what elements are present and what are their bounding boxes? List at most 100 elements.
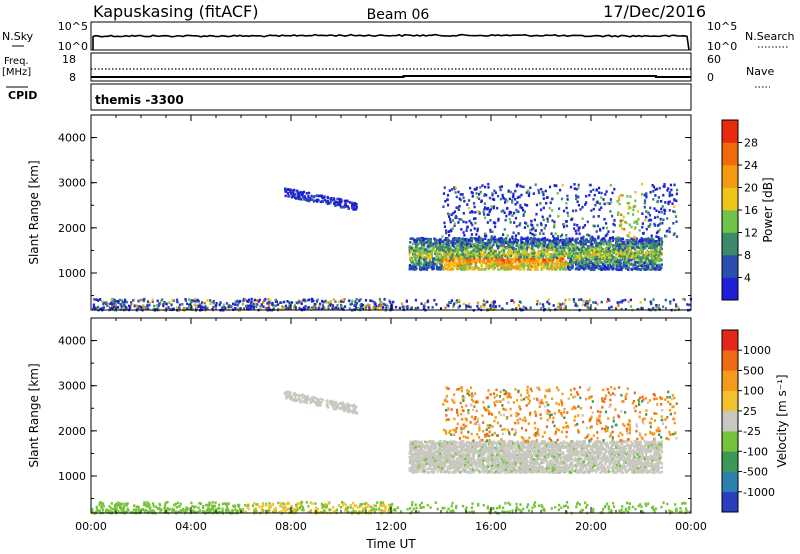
echo-cell bbox=[448, 215, 451, 218]
echo-cell bbox=[273, 507, 276, 511]
echo-cell bbox=[583, 250, 586, 254]
echo-cell bbox=[639, 247, 642, 250]
echo-cell bbox=[369, 505, 373, 509]
echo-cell bbox=[257, 300, 260, 303]
echo-cell bbox=[123, 303, 126, 306]
echo-cell bbox=[467, 305, 470, 308]
echo-cell bbox=[456, 264, 459, 267]
echo-cell bbox=[463, 234, 466, 237]
echo-cell bbox=[626, 234, 629, 237]
echo-cell bbox=[503, 263, 506, 266]
echo-cell bbox=[646, 265, 649, 269]
echo-cell bbox=[148, 303, 151, 307]
echo-cell bbox=[607, 298, 610, 301]
echo-cell bbox=[629, 252, 632, 256]
echo-cell bbox=[576, 263, 579, 267]
echo-cell bbox=[510, 243, 513, 247]
echo-cell bbox=[555, 259, 558, 262]
echo-cell bbox=[577, 262, 580, 265]
echo-cell bbox=[137, 306, 140, 310]
echo-cell bbox=[580, 257, 583, 261]
echo-cell bbox=[569, 261, 572, 265]
echo-cell bbox=[591, 249, 594, 252]
echo-cell bbox=[390, 303, 393, 306]
echo-cell bbox=[255, 299, 259, 302]
echo-cell bbox=[308, 197, 311, 201]
echo-cell bbox=[443, 186, 446, 189]
echo-cell bbox=[586, 220, 589, 224]
echo-cell bbox=[477, 301, 480, 305]
echo-cell bbox=[432, 264, 435, 268]
echo-cell bbox=[212, 305, 215, 309]
echo-cell bbox=[600, 255, 604, 259]
echo-cell bbox=[194, 298, 197, 301]
echo-cell bbox=[578, 232, 581, 236]
echo-cell bbox=[111, 308, 114, 311]
echo-cell bbox=[636, 261, 639, 264]
nsearch-label: N.Search bbox=[745, 30, 795, 43]
echo-cell bbox=[616, 236, 619, 239]
echo-cell bbox=[255, 303, 258, 306]
echo-cell bbox=[587, 261, 590, 264]
echo-cell bbox=[516, 196, 519, 199]
echo-cell bbox=[428, 265, 432, 269]
echo-cell bbox=[643, 205, 646, 209]
echo-cell bbox=[271, 301, 274, 305]
echo-cell bbox=[655, 243, 658, 247]
echo-cell bbox=[522, 185, 525, 189]
echo-cell bbox=[444, 238, 447, 241]
echo-cell bbox=[628, 258, 631, 262]
echo-cell bbox=[453, 242, 456, 245]
echo-cell bbox=[244, 510, 247, 514]
echo-cell bbox=[326, 195, 329, 199]
echo-cell bbox=[643, 219, 647, 222]
echo-cell bbox=[429, 252, 432, 256]
echo-cell bbox=[672, 298, 675, 302]
echo-cell bbox=[441, 258, 444, 261]
echo-cell bbox=[470, 221, 473, 225]
echo-cell bbox=[632, 213, 635, 216]
echo-cell bbox=[526, 268, 530, 271]
echo-cell bbox=[596, 199, 599, 203]
echo-cell bbox=[598, 253, 601, 256]
echo-cell bbox=[484, 251, 487, 254]
echo-cell bbox=[522, 237, 526, 241]
echo-cell bbox=[634, 263, 637, 266]
echo-cell bbox=[321, 194, 324, 198]
echo-cell bbox=[569, 243, 572, 247]
echo-cell bbox=[595, 241, 598, 245]
echo-cell bbox=[504, 218, 507, 222]
echo-cell bbox=[514, 234, 518, 237]
echo-cell bbox=[447, 203, 450, 207]
echo-cell bbox=[451, 238, 454, 241]
echo-cell bbox=[433, 257, 436, 260]
echo-cell bbox=[310, 194, 313, 198]
echo-cell bbox=[662, 185, 665, 188]
echo-cell bbox=[252, 300, 255, 304]
echo-cell bbox=[646, 237, 649, 241]
echo-cell bbox=[482, 299, 485, 303]
echo-cell bbox=[361, 303, 365, 307]
echo-cell bbox=[620, 194, 623, 197]
echo-cell bbox=[598, 258, 601, 261]
echo-cell bbox=[646, 249, 649, 253]
echo-cell bbox=[346, 199, 349, 203]
echo-cell bbox=[492, 205, 496, 208]
echo-cell bbox=[518, 195, 521, 199]
echo-cell bbox=[605, 226, 608, 230]
echo-cell bbox=[484, 242, 487, 245]
echo-cell bbox=[314, 306, 317, 310]
echo-cell bbox=[472, 202, 476, 205]
echo-cell bbox=[636, 255, 639, 259]
echo-cell bbox=[532, 261, 535, 264]
echo-cell bbox=[650, 254, 653, 257]
echo-cell bbox=[660, 210, 663, 214]
echo-cell bbox=[570, 218, 573, 221]
echo-cell bbox=[487, 267, 490, 270]
echo-cell bbox=[683, 298, 686, 301]
echo-cell bbox=[559, 250, 562, 254]
echo-cell bbox=[157, 304, 160, 308]
echo-cell bbox=[487, 260, 490, 264]
echo-cell bbox=[366, 502, 369, 505]
echo-cell bbox=[501, 244, 504, 247]
